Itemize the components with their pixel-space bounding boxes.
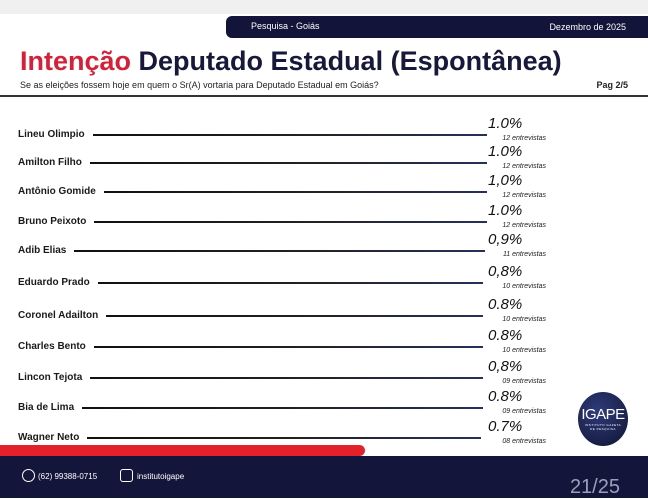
interviews-label: 08 entrevistas <box>502 438 546 445</box>
percent-label: 1.0% <box>488 202 523 219</box>
percent-label: 1.0% <box>488 143 523 160</box>
bar <box>87 437 481 439</box>
interviews-label: 12 entrevistas <box>502 135 546 142</box>
subtitle: Se as eleições fossem hoje em quem o Sr(… <box>20 80 379 90</box>
instagram-icon <box>120 469 133 482</box>
header-bar: Pesquisa - Goiás Dezembro de 2025 <box>226 16 648 38</box>
chart-row: Eduardo Prado 0,8% 10 entrevistas <box>0 261 648 291</box>
page-label: Pag 2/5 <box>596 80 628 90</box>
interviews-label: 12 entrevistas <box>502 192 546 199</box>
bar <box>82 407 483 409</box>
bar <box>94 221 487 223</box>
interviews-label: 11 entrevistas <box>502 251 546 258</box>
title-rest: Deputado Estadual (Espontânea) <box>138 46 562 76</box>
chart-row: Bruno Peixoto 1.0% 12 entrevistas <box>0 200 648 230</box>
percent-label: 0.8% <box>488 296 523 313</box>
percent-label: 0,9% <box>488 231 523 248</box>
candidate-name: Adib Elias <box>18 245 67 256</box>
bar <box>90 162 487 164</box>
interviews-label: 10 entrevistas <box>502 283 546 290</box>
percent-label: 0,8% <box>488 263 523 280</box>
bar <box>104 191 487 193</box>
interviews-label: 12 entrevistas <box>502 163 546 170</box>
candidate-name: Eduardo Prado <box>18 277 90 288</box>
red-accent-bar <box>0 445 365 456</box>
percent-label: 0,8% <box>488 358 523 375</box>
header-left: Pesquisa - Goiás <box>251 21 320 31</box>
chart-row: Bia de Lima 0.8% 09 entrevistas <box>0 386 648 416</box>
candidate-name: Amilton Filho <box>18 157 82 168</box>
bar <box>93 134 487 136</box>
bar <box>106 315 483 317</box>
footer-page-number: 21/25 <box>569 476 620 498</box>
title-highlight: Intenção <box>20 46 132 76</box>
interviews-label: 09 entrevistas <box>502 408 546 415</box>
chart-row: Wagner Neto 0.7% 08 entrevistas <box>0 416 648 446</box>
chart-row: Coronel Adailton 0.8% 10 entrevistas <box>0 294 648 324</box>
footer-instagram: institutoigape <box>137 472 185 481</box>
percent-label: 0.8% <box>488 327 523 344</box>
candidate-name: Antônio Gomide <box>18 186 96 197</box>
chart-row: Charles Bento 0.8% 10 entrevistas <box>0 325 648 355</box>
top-strip <box>0 0 648 14</box>
percent-label: 0.8% <box>488 388 523 405</box>
candidate-name: Charles Bento <box>18 341 86 352</box>
interviews-label: 10 entrevistas <box>502 316 546 323</box>
footer: (62) 99388-0715 institutoigape 21/25 <box>0 456 648 498</box>
bar <box>98 282 483 284</box>
percent-label: 1,0% <box>488 172 523 189</box>
percent-label: 1.0% <box>488 115 523 132</box>
candidate-name: Bia de Lima <box>18 402 75 413</box>
candidate-name: Lineu Olimpio <box>18 129 85 140</box>
bar <box>94 346 483 348</box>
page-title: Intenção Deputado Estadual (Espontânea) <box>20 46 562 77</box>
candidate-name: Wagner Neto <box>18 432 80 443</box>
chart-row: Lincon Tejota 0,8% 09 entrevistas <box>0 356 648 386</box>
interviews-label: 09 entrevistas <box>502 378 546 385</box>
candidate-name: Lincon Tejota <box>18 372 83 383</box>
chart-row: Adib Elias 0,9% 11 entrevistas <box>0 229 648 259</box>
bar <box>74 250 485 252</box>
interviews-label: 12 entrevistas <box>502 222 546 229</box>
candidate-name: Coronel Adailton <box>18 310 99 321</box>
header-right: Dezembro de 2025 <box>549 22 626 32</box>
chart-row: Amilton Filho 1.0% 12 entrevistas <box>0 141 648 171</box>
chart-row: Lineu Olimpio 1.0% 12 entrevistas <box>0 113 648 143</box>
percent-label: 0.7% <box>488 418 523 435</box>
whatsapp-icon <box>22 469 35 482</box>
interviews-label: 10 entrevistas <box>502 347 546 354</box>
chart-row: Antônio Gomide 1,0% 12 entrevistas <box>0 170 648 200</box>
candidate-name: Bruno Peixoto <box>18 216 87 227</box>
bar <box>90 377 483 379</box>
igape-logo: IGAPE INSTITUTO GAZETA DE PESQUISA <box>578 392 628 446</box>
footer-phone: (62) 99388-0715 <box>38 472 98 481</box>
divider <box>0 95 648 97</box>
